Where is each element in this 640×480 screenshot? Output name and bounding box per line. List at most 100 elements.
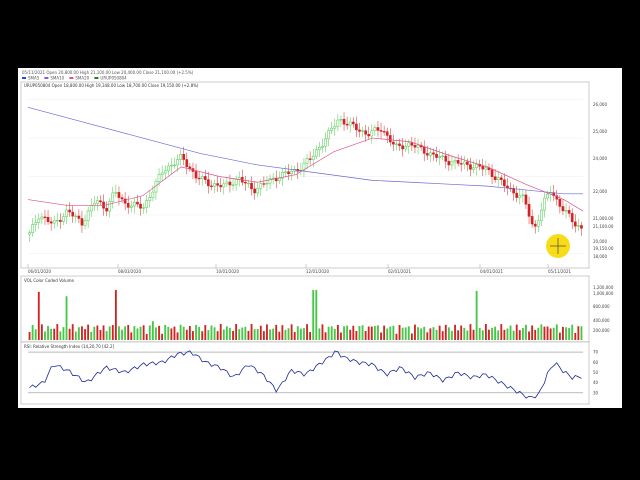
- volume-bar-8: [53, 328, 56, 340]
- candle-body-139: [456, 160, 460, 164]
- volume-bar-100: [336, 324, 339, 340]
- volume-bar-67: [235, 324, 238, 340]
- volume-bar-103: [346, 325, 349, 340]
- x-tick-label-6: 05/11/2021: [548, 269, 572, 274]
- volume-bar-142: [466, 330, 469, 340]
- candle-body-80: [274, 177, 278, 182]
- candle-body-27: [111, 192, 115, 202]
- volume-bar-179: [580, 326, 583, 340]
- candle-body-64: [225, 181, 229, 185]
- candle-body-116: [385, 131, 389, 136]
- volume-bar-16: [77, 327, 80, 340]
- volume-bar-74: [256, 328, 259, 340]
- x-tick-label-3: 12/01/2020: [306, 269, 330, 274]
- candle-body-60: [213, 183, 216, 187]
- candle-body-74: [256, 188, 260, 194]
- candle-body-130: [429, 152, 432, 156]
- candle-body-177: [573, 221, 577, 227]
- candle-body-100: [336, 119, 340, 127]
- candle-body-99: [333, 126, 337, 129]
- candle-body-56: [200, 176, 204, 179]
- volume-bar-164: [534, 329, 537, 340]
- candle-body-33: [129, 205, 133, 208]
- volume-bar-77: [266, 324, 268, 340]
- volume-bar-176: [571, 324, 574, 340]
- volume-bar-96: [324, 332, 327, 340]
- candle-body-178: [577, 225, 580, 227]
- candle-body-138: [453, 160, 457, 163]
- volume-bar-101: [340, 332, 342, 340]
- candle-body-176: [570, 213, 574, 223]
- volume-bar-95: [321, 324, 324, 340]
- volume-bar-162: [528, 331, 530, 340]
- candle-body-143: [469, 164, 472, 170]
- candle-body-45: [166, 165, 170, 172]
- volume-bar-53: [192, 331, 194, 340]
- volume-bar-54: [195, 324, 197, 340]
- volume-bar-150: [491, 327, 493, 340]
- volume-bar-56: [201, 331, 204, 340]
- volume-bar-122: [404, 327, 407, 340]
- volume-bar-11: [62, 327, 65, 340]
- price-panel-title: URUP050804 Open 18,800.00 High 19,348.00…: [24, 83, 199, 88]
- volume-bar-12: [65, 296, 68, 340]
- volume-bar-107: [358, 325, 361, 340]
- volume-bar-173: [562, 326, 564, 340]
- candle-body-34: [133, 201, 136, 207]
- volume-bar-27: [111, 325, 114, 340]
- volume-bar-90: [306, 324, 308, 340]
- candle-body-63: [222, 183, 226, 188]
- volume-bar-37: [142, 325, 145, 340]
- volume-bar-15: [74, 331, 77, 340]
- candle-body-54: [194, 171, 198, 179]
- volume-bar-9: [56, 324, 59, 340]
- candle-body-125: [413, 145, 417, 148]
- candle-body-94: [318, 147, 321, 150]
- volume-bar-116: [386, 328, 389, 340]
- candle-body-128: [422, 146, 426, 154]
- volume-bar-46: [170, 328, 173, 340]
- volume-bar-80: [275, 324, 278, 340]
- volume-bar-86: [293, 332, 296, 340]
- candle-body-37: [142, 207, 145, 209]
- volume-bar-160: [521, 328, 524, 340]
- volume-bar-59: [210, 325, 213, 340]
- candle-body-98: [330, 127, 334, 131]
- candle-body-120: [398, 143, 401, 146]
- volume-bar-129: [426, 332, 429, 340]
- candle-body-15: [74, 215, 78, 218]
- volume-bar-71: [247, 330, 250, 340]
- rsi-axis-label-2: 50: [593, 370, 599, 375]
- candle-body-113: [376, 127, 380, 131]
- volume-bar-145: [475, 290, 478, 340]
- volume-bar-167: [543, 326, 546, 340]
- candle-body-84: [287, 171, 290, 174]
- volume-bar-22: [96, 325, 99, 340]
- rsi-panel: [20, 341, 590, 405]
- volume-bar-48: [176, 332, 179, 340]
- volume-bar-161: [525, 324, 527, 340]
- x-tick-label-4: 02/01/2021: [388, 269, 412, 274]
- volume-bar-72: [250, 324, 253, 340]
- candle-body-164: [533, 223, 537, 227]
- legend-label-1: SMA10: [50, 76, 64, 81]
- volume-bar-98: [330, 326, 333, 340]
- legend: SMA5 SMA10 SMA20 URUP050804: [22, 76, 127, 81]
- candle-body-160: [521, 194, 525, 197]
- candle-body-76: [262, 183, 266, 185]
- volume-axis-label-0: 1,200,000: [593, 285, 614, 290]
- candle-body-117: [388, 135, 392, 143]
- candle-body-25: [105, 208, 108, 212]
- candle-body-0: [28, 232, 31, 235]
- candle-body-174: [564, 210, 568, 212]
- candle-body-153: [499, 177, 503, 180]
- volume-bar-94: [318, 328, 321, 340]
- candle-body-144: [472, 167, 475, 170]
- candle-body-102: [342, 119, 346, 125]
- quote-line: 05/11/2021 Open 20,800.00 High 21,100.00…: [22, 70, 194, 75]
- price-panel: [20, 81, 590, 269]
- candle-body-43: [160, 172, 164, 175]
- volume-bar-114: [380, 332, 382, 340]
- volume-bar-85: [290, 324, 293, 340]
- candle-body-163: [530, 216, 534, 225]
